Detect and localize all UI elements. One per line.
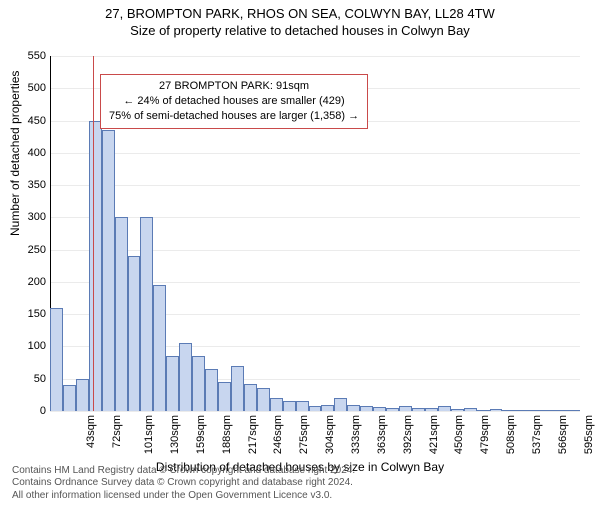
gridline <box>50 56 580 57</box>
bar <box>425 408 438 411</box>
bar <box>386 408 399 411</box>
bar <box>166 356 179 411</box>
bar <box>464 408 477 411</box>
footer-attribution: Contains HM Land Registry data © Crown c… <box>12 465 355 503</box>
bar <box>115 217 128 411</box>
bar <box>438 406 451 411</box>
bar <box>50 308 63 411</box>
x-tick-label: 130sqm <box>169 415 171 454</box>
reference-line <box>93 56 94 411</box>
bar <box>451 409 464 411</box>
bar <box>153 285 166 411</box>
y-tick-label: 100 <box>6 340 46 352</box>
x-tick-label: 333sqm <box>350 415 352 454</box>
y-tick-label: 200 <box>6 276 46 288</box>
bar <box>373 407 386 411</box>
bar <box>218 382 231 411</box>
bar <box>63 385 76 411</box>
gridline <box>50 153 580 154</box>
annotation-box: 27 BROMPTON PARK: 91sqm← 24% of detached… <box>100 74 368 129</box>
bar <box>541 410 554 411</box>
bar <box>270 398 283 411</box>
bar <box>515 410 528 411</box>
x-tick-label: 537sqm <box>531 415 533 454</box>
x-tick-label: 363sqm <box>376 415 378 454</box>
x-tick-label: 304sqm <box>324 415 326 454</box>
bar <box>102 130 115 411</box>
y-tick-label: 300 <box>6 211 46 223</box>
bar <box>477 410 490 411</box>
x-tick-label: 595sqm <box>583 415 585 454</box>
bar <box>231 366 244 411</box>
bar <box>528 410 541 411</box>
bar <box>244 384 257 411</box>
footer-line: Contains HM Land Registry data © Crown c… <box>12 465 355 478</box>
x-tick-label: 392sqm <box>402 415 404 454</box>
bar <box>257 388 270 411</box>
gridline <box>50 250 580 251</box>
bar <box>128 256 141 411</box>
bar <box>502 410 515 411</box>
bar <box>490 409 503 411</box>
y-tick-label: 250 <box>6 244 46 256</box>
gridline <box>50 217 580 218</box>
x-tick-label: 72sqm <box>111 415 113 448</box>
x-tick-label: 421sqm <box>428 415 430 454</box>
bar <box>360 406 373 411</box>
page-subtitle: Size of property relative to detached ho… <box>0 23 600 38</box>
y-tick-label: 50 <box>6 373 46 385</box>
bar <box>89 121 102 411</box>
page-title: 27, BROMPTON PARK, RHOS ON SEA, COLWYN B… <box>0 6 600 21</box>
gridline <box>50 185 580 186</box>
x-tick-label: 159sqm <box>195 415 197 454</box>
bar <box>399 406 412 411</box>
bar <box>283 401 296 411</box>
bar <box>296 401 309 411</box>
x-tick-label: 101sqm <box>143 415 145 454</box>
y-tick-label: 0 <box>6 405 46 417</box>
annotation-line: 75% of semi-detached houses are larger (… <box>109 109 359 124</box>
bar <box>309 406 322 411</box>
x-tick-label: 217sqm <box>247 415 249 454</box>
chart: 05010015020025030035040045050055043sqm72… <box>50 56 580 411</box>
bar <box>140 217 153 411</box>
annotation-line: ← 24% of detached houses are smaller (42… <box>109 94 359 109</box>
bar <box>412 408 425 411</box>
bar <box>554 410 567 411</box>
x-tick-label: 450sqm <box>454 415 456 454</box>
y-tick-label: 550 <box>6 50 46 62</box>
x-tick-label: 508sqm <box>505 415 507 454</box>
bar <box>76 379 89 411</box>
x-tick-label: 188sqm <box>221 415 223 454</box>
bar <box>334 398 347 411</box>
bar <box>205 369 218 411</box>
y-tick-label: 450 <box>6 115 46 127</box>
bar <box>567 410 580 411</box>
x-tick-label: 43sqm <box>85 415 87 448</box>
gridline <box>50 411 580 412</box>
bar <box>347 405 360 411</box>
x-tick-label: 246sqm <box>273 415 275 454</box>
y-tick-label: 400 <box>6 147 46 159</box>
x-tick-label: 479sqm <box>479 415 481 454</box>
bar <box>321 405 334 411</box>
y-tick-label: 350 <box>6 179 46 191</box>
x-tick-label: 566sqm <box>557 415 559 454</box>
footer-line: All other information licensed under the… <box>12 490 355 503</box>
bar <box>192 356 205 411</box>
bar <box>179 343 192 411</box>
footer-line: Contains Ordnance Survey data © Crown co… <box>12 477 355 490</box>
y-tick-label: 150 <box>6 308 46 320</box>
annotation-line: 27 BROMPTON PARK: 91sqm <box>109 79 359 94</box>
y-tick-label: 500 <box>6 82 46 94</box>
x-tick-label: 275sqm <box>298 415 300 454</box>
